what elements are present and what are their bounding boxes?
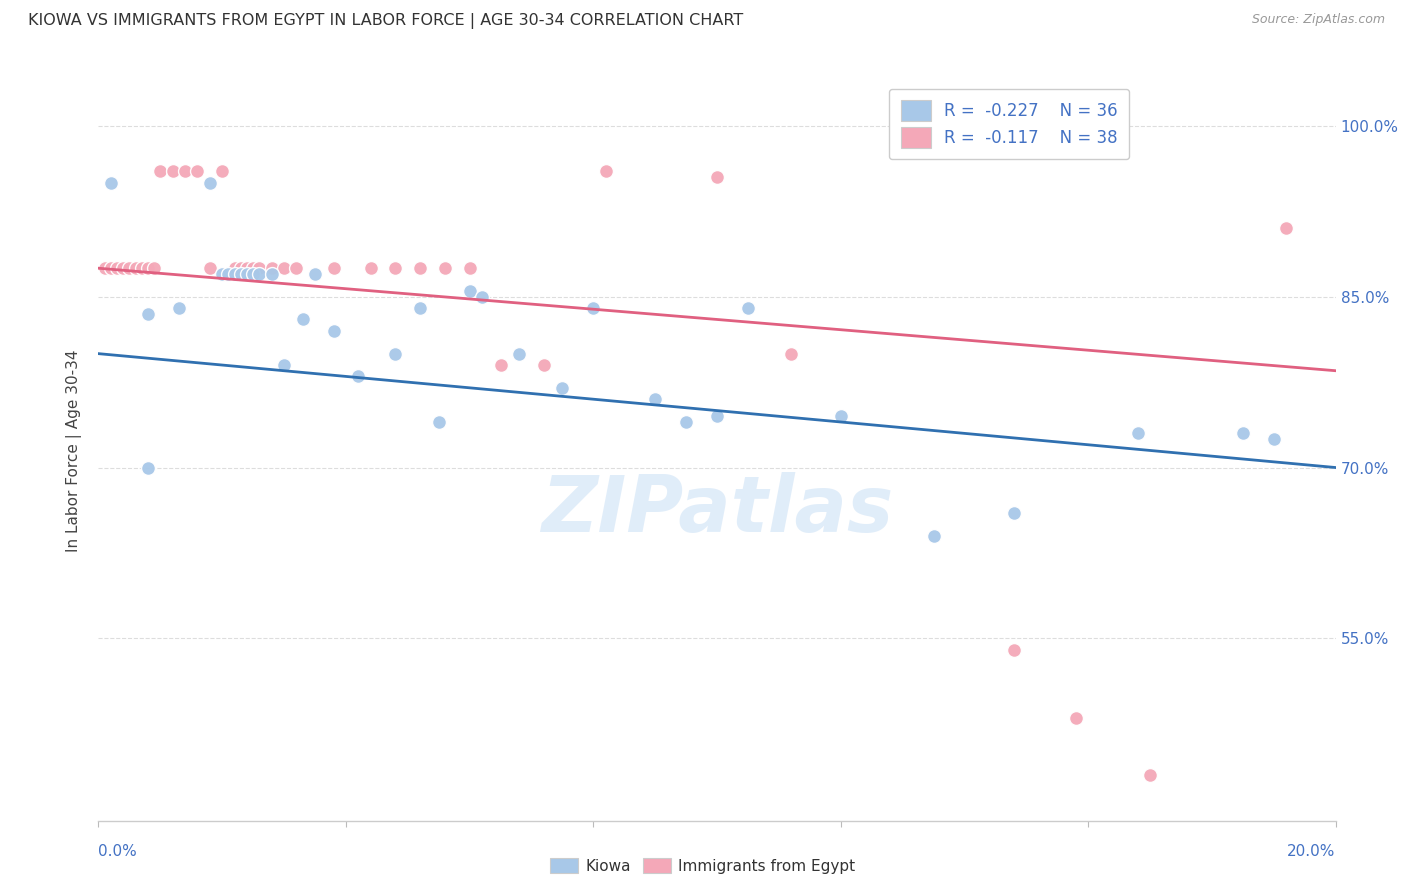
Point	[242, 267, 264, 281]
Point	[224, 267, 246, 281]
Point	[922, 529, 945, 543]
Point	[1232, 426, 1254, 441]
Point	[830, 409, 852, 424]
Point	[260, 267, 283, 281]
Point	[105, 261, 128, 276]
Point	[198, 261, 221, 276]
Point	[136, 460, 159, 475]
Point	[143, 261, 166, 276]
Point	[1263, 432, 1285, 446]
Point	[273, 261, 295, 276]
Point	[1064, 711, 1087, 725]
Point	[1275, 221, 1298, 235]
Point	[93, 261, 115, 276]
Point	[211, 164, 233, 178]
Point	[489, 358, 512, 372]
Point	[285, 261, 308, 276]
Point	[384, 261, 406, 276]
Point	[706, 409, 728, 424]
Legend: Kiowa, Immigrants from Egypt: Kiowa, Immigrants from Egypt	[544, 852, 862, 880]
Point	[124, 261, 146, 276]
Point	[273, 358, 295, 372]
Text: ZIPatlas: ZIPatlas	[541, 472, 893, 548]
Legend: R =  -0.227    N = 36, R =  -0.117    N = 38: R = -0.227 N = 36, R = -0.117 N = 38	[889, 88, 1129, 160]
Point	[409, 261, 432, 276]
Point	[595, 164, 617, 178]
Point	[322, 324, 344, 338]
Point	[247, 267, 270, 281]
Point	[1002, 642, 1025, 657]
Point	[217, 267, 239, 281]
Point	[136, 261, 159, 276]
Point	[211, 267, 233, 281]
Point	[242, 261, 264, 276]
Point	[100, 261, 122, 276]
Point	[247, 261, 270, 276]
Point	[291, 312, 314, 326]
Point	[100, 176, 122, 190]
Point	[229, 267, 252, 281]
Point	[1139, 768, 1161, 782]
Point	[322, 261, 344, 276]
Point	[644, 392, 666, 407]
Point	[167, 301, 190, 315]
Point	[260, 261, 283, 276]
Point	[458, 284, 481, 298]
Text: Source: ZipAtlas.com: Source: ZipAtlas.com	[1251, 13, 1385, 27]
Point	[118, 261, 141, 276]
Point	[1002, 506, 1025, 520]
Point	[706, 170, 728, 185]
Y-axis label: In Labor Force | Age 30-34: In Labor Force | Age 30-34	[66, 349, 83, 552]
Point	[551, 381, 574, 395]
Point	[136, 307, 159, 321]
Point	[347, 369, 370, 384]
Point	[433, 261, 456, 276]
Point	[149, 164, 172, 178]
Point	[162, 164, 184, 178]
Text: 20.0%: 20.0%	[1288, 845, 1336, 859]
Point	[131, 261, 153, 276]
Point	[360, 261, 382, 276]
Point	[533, 358, 555, 372]
Point	[304, 267, 326, 281]
Point	[174, 164, 197, 178]
Point	[675, 415, 697, 429]
Point	[508, 346, 530, 360]
Point	[186, 164, 208, 178]
Point	[384, 346, 406, 360]
Point	[582, 301, 605, 315]
Point	[236, 267, 259, 281]
Point	[737, 301, 759, 315]
Text: KIOWA VS IMMIGRANTS FROM EGYPT IN LABOR FORCE | AGE 30-34 CORRELATION CHART: KIOWA VS IMMIGRANTS FROM EGYPT IN LABOR …	[28, 13, 744, 29]
Point	[780, 346, 803, 360]
Point	[112, 261, 135, 276]
Point	[236, 261, 259, 276]
Point	[427, 415, 450, 429]
Point	[409, 301, 432, 315]
Text: 0.0%: 0.0%	[98, 845, 138, 859]
Point	[229, 261, 252, 276]
Point	[1126, 426, 1149, 441]
Point	[458, 261, 481, 276]
Point	[198, 176, 221, 190]
Point	[471, 290, 494, 304]
Point	[224, 261, 246, 276]
